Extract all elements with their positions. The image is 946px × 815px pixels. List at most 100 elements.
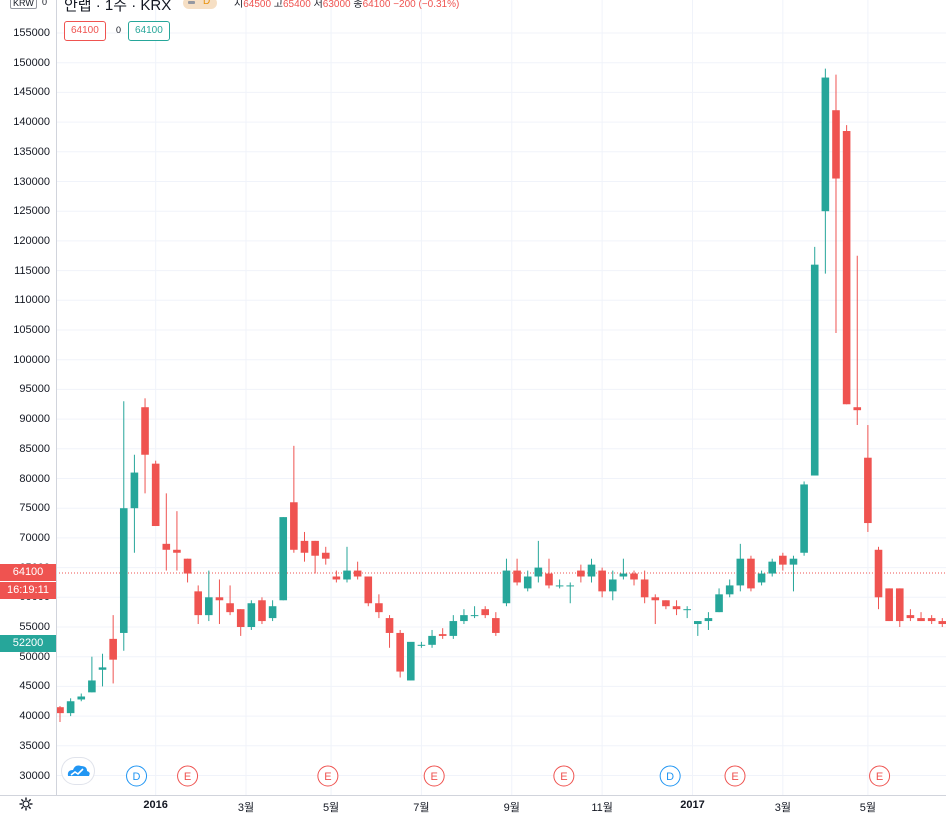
candle-body bbox=[906, 615, 915, 619]
candle-body bbox=[119, 508, 128, 633]
candle-body bbox=[226, 603, 234, 613]
candle-body bbox=[470, 615, 479, 617]
candle-body bbox=[917, 618, 925, 622]
candle-body bbox=[895, 588, 904, 622]
interval-badge[interactable]: D bbox=[183, 0, 217, 9]
candle-body bbox=[555, 585, 564, 587]
candle-body bbox=[268, 606, 277, 619]
price-tick-label: 105000 bbox=[13, 324, 50, 336]
candle-body bbox=[375, 603, 383, 613]
price-axis[interactable]: 3000035000400004500050000550006000065000… bbox=[0, 0, 57, 795]
currency-button[interactable]: KRW bbox=[10, 0, 37, 9]
price-tick-label: 115000 bbox=[14, 264, 50, 277]
symbol-title[interactable]: 안랩 · 1주 · KRX bbox=[64, 0, 172, 14]
candle-body bbox=[853, 407, 862, 411]
candle-body bbox=[545, 573, 553, 586]
candle-body bbox=[619, 573, 628, 577]
high-key: 고 bbox=[273, 0, 283, 10]
earnings-event-label: E bbox=[876, 771, 883, 783]
price-tick-label: 55000 bbox=[19, 621, 50, 633]
high-value: 65400 bbox=[283, 0, 311, 10]
candle-body bbox=[183, 558, 192, 574]
price-tick-label: 70000 bbox=[19, 531, 50, 544]
candle-body bbox=[874, 549, 883, 598]
candle-body bbox=[396, 632, 404, 672]
chart-plot-area[interactable]: D E E E E D E E bbox=[56, 0, 946, 795]
time-tick-label: 9월 bbox=[503, 802, 520, 814]
interval-badge-label: D bbox=[203, 0, 211, 7]
candle-body bbox=[513, 570, 521, 583]
earnings-event-label: E bbox=[324, 771, 331, 783]
price-tick-label: 135000 bbox=[13, 145, 50, 158]
earnings-event-marker bbox=[177, 765, 199, 787]
candle-body bbox=[236, 609, 245, 627]
candle-body bbox=[587, 564, 596, 577]
price-tick-label: 100000 bbox=[13, 353, 50, 366]
candle-body bbox=[406, 641, 415, 681]
candle-body bbox=[98, 667, 107, 670]
candle-body bbox=[821, 77, 830, 212]
open-value: 64500 bbox=[243, 0, 272, 10]
price-tick-label: 75000 bbox=[19, 502, 50, 515]
candlestick-chart[interactable]: D E E E E D E E bbox=[56, 0, 946, 795]
candle-body bbox=[332, 576, 341, 580]
candle-body bbox=[715, 594, 723, 613]
change-value: −200 (−0.31%) bbox=[393, 0, 460, 10]
earnings-event-marker bbox=[869, 765, 891, 787]
candle-body bbox=[130, 472, 139, 509]
gear-icon[interactable] bbox=[19, 797, 33, 814]
earnings-event-label: E bbox=[560, 771, 567, 783]
dividend-event-label: D bbox=[133, 771, 141, 783]
earnings-event-label: E bbox=[431, 771, 438, 783]
tradingview-cloud-icon[interactable] bbox=[62, 758, 94, 784]
price-tick-label: 125000 bbox=[13, 205, 50, 218]
candle-body bbox=[385, 618, 394, 633]
candle-body bbox=[694, 621, 702, 625]
candle-body bbox=[66, 701, 75, 714]
price-tick-label: 155000 bbox=[13, 27, 50, 39]
candle-body bbox=[300, 540, 309, 553]
price-tick-label: 110000 bbox=[14, 294, 50, 307]
candle-body bbox=[832, 110, 840, 179]
earnings-event-label: E bbox=[184, 771, 191, 783]
time-tick-label: 3월 bbox=[774, 802, 791, 814]
bar-countdown-label: 16:19:11 bbox=[0, 581, 56, 599]
bid-price-box[interactable]: 64100 bbox=[64, 21, 106, 41]
time-axis[interactable]: 2016 3월 5월 7월 9월 11월 2017 3월 5월 bbox=[0, 795, 946, 815]
candle-body bbox=[810, 264, 819, 476]
time-tick-label: 3월 bbox=[237, 802, 255, 814]
candle-body bbox=[534, 567, 543, 577]
candle-body bbox=[736, 558, 745, 586]
currency-arrow: 0 bbox=[42, 0, 48, 7]
price-tick-label: 50000 bbox=[19, 650, 50, 663]
candle-body bbox=[842, 131, 851, 405]
candle-body bbox=[640, 579, 649, 598]
candle-body bbox=[683, 609, 691, 611]
candle-body bbox=[523, 576, 532, 589]
candle-body bbox=[566, 585, 575, 587]
candle-body bbox=[141, 407, 149, 455]
price-tick-label: 130000 bbox=[13, 175, 50, 188]
candle-body bbox=[927, 618, 936, 622]
close-value: 64100 bbox=[362, 0, 391, 10]
candle-body bbox=[428, 635, 436, 645]
time-tick-label: 11월 bbox=[591, 802, 613, 814]
earnings-event-marker bbox=[423, 765, 445, 787]
candle-body bbox=[938, 621, 946, 625]
candle-body bbox=[215, 597, 224, 601]
earnings-event-marker bbox=[317, 765, 339, 787]
candle-body bbox=[321, 552, 330, 559]
candle-body bbox=[885, 588, 893, 622]
ask-price-box[interactable]: 64100 bbox=[128, 21, 170, 41]
candle-body bbox=[417, 644, 426, 646]
candle-body bbox=[460, 615, 468, 622]
earnings-event-marker bbox=[553, 765, 575, 787]
candle-body bbox=[438, 634, 447, 636]
candle-body bbox=[779, 555, 787, 565]
candle-body bbox=[56, 707, 64, 714]
candle-body bbox=[757, 573, 766, 583]
candle-body bbox=[598, 570, 606, 592]
candle-body bbox=[864, 457, 872, 524]
candle-body bbox=[194, 591, 202, 616]
candle-body bbox=[481, 609, 489, 616]
